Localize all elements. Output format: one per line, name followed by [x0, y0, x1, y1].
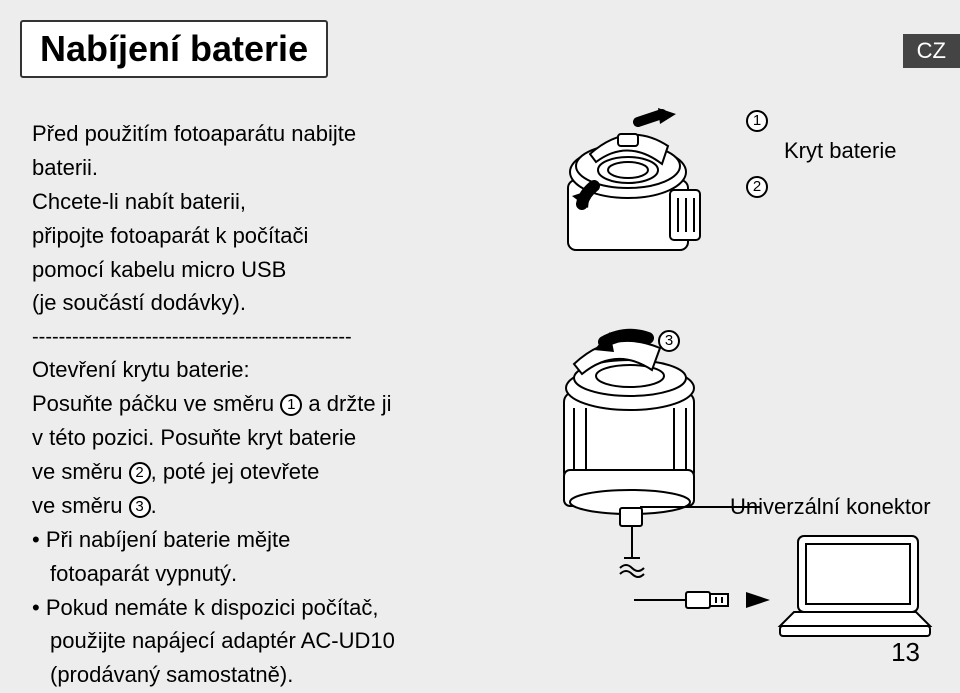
line: v této pozici. Posuňte kryt baterie	[32, 422, 462, 454]
line: ve směru 3.	[32, 490, 462, 522]
label-connector: Univerzální konektor	[730, 494, 931, 520]
step-2-icon: 2	[129, 462, 151, 484]
bullet-line: Při nabíjení baterie mějte	[32, 524, 462, 556]
illustration-area: 1 2 Kryt baterie	[500, 90, 940, 650]
page-title: Nabíjení baterie	[40, 28, 308, 70]
step-3-icon: 3	[129, 496, 151, 518]
line: baterii.	[32, 152, 462, 184]
line: ve směru 2, poté jej otevřete	[32, 456, 462, 488]
laptop-illustration	[770, 530, 940, 650]
bullet-line: fotoaparát vypnutý.	[50, 558, 462, 590]
camera-bottom-illustration	[520, 320, 740, 580]
callout-1: 1	[746, 110, 768, 132]
line: připojte fotoaparát k počítači	[32, 220, 462, 252]
step-1-icon: 1	[280, 394, 302, 416]
line: pomocí kabelu micro USB	[32, 254, 462, 286]
line: (je součástí dodávky).	[32, 287, 462, 319]
camera-top-illustration	[530, 90, 730, 280]
callout-3: 3	[658, 330, 680, 352]
callout-2: 2	[746, 176, 768, 198]
label-battery-cover: Kryt baterie	[784, 138, 897, 164]
lang-badge: CZ	[903, 34, 960, 68]
manual-page: Nabíjení baterie CZ Před použitím fotoap…	[0, 0, 960, 686]
line: Posuňte páčku ve směru 1 a držte ji	[32, 388, 462, 420]
bullet-line: (prodávaný samostatně).	[50, 659, 462, 691]
body-text: Před použitím fotoaparátu nabijte bateri…	[32, 118, 462, 693]
title-box: Nabíjení baterie	[20, 20, 328, 78]
line: Chcete-li nabít baterii,	[32, 186, 462, 218]
divider-dashes: ----------------------------------------…	[32, 323, 462, 352]
bullet-line: použijte napájecí adaptér AC-UD10	[50, 625, 462, 657]
line: Otevření krytu baterie:	[32, 354, 462, 386]
bullet-line: Pokud nemáte k dispozici počítač,	[32, 592, 462, 624]
line: Před použitím fotoaparátu nabijte	[32, 118, 462, 150]
usb-cable	[630, 580, 790, 620]
page-number: 13	[891, 637, 920, 668]
